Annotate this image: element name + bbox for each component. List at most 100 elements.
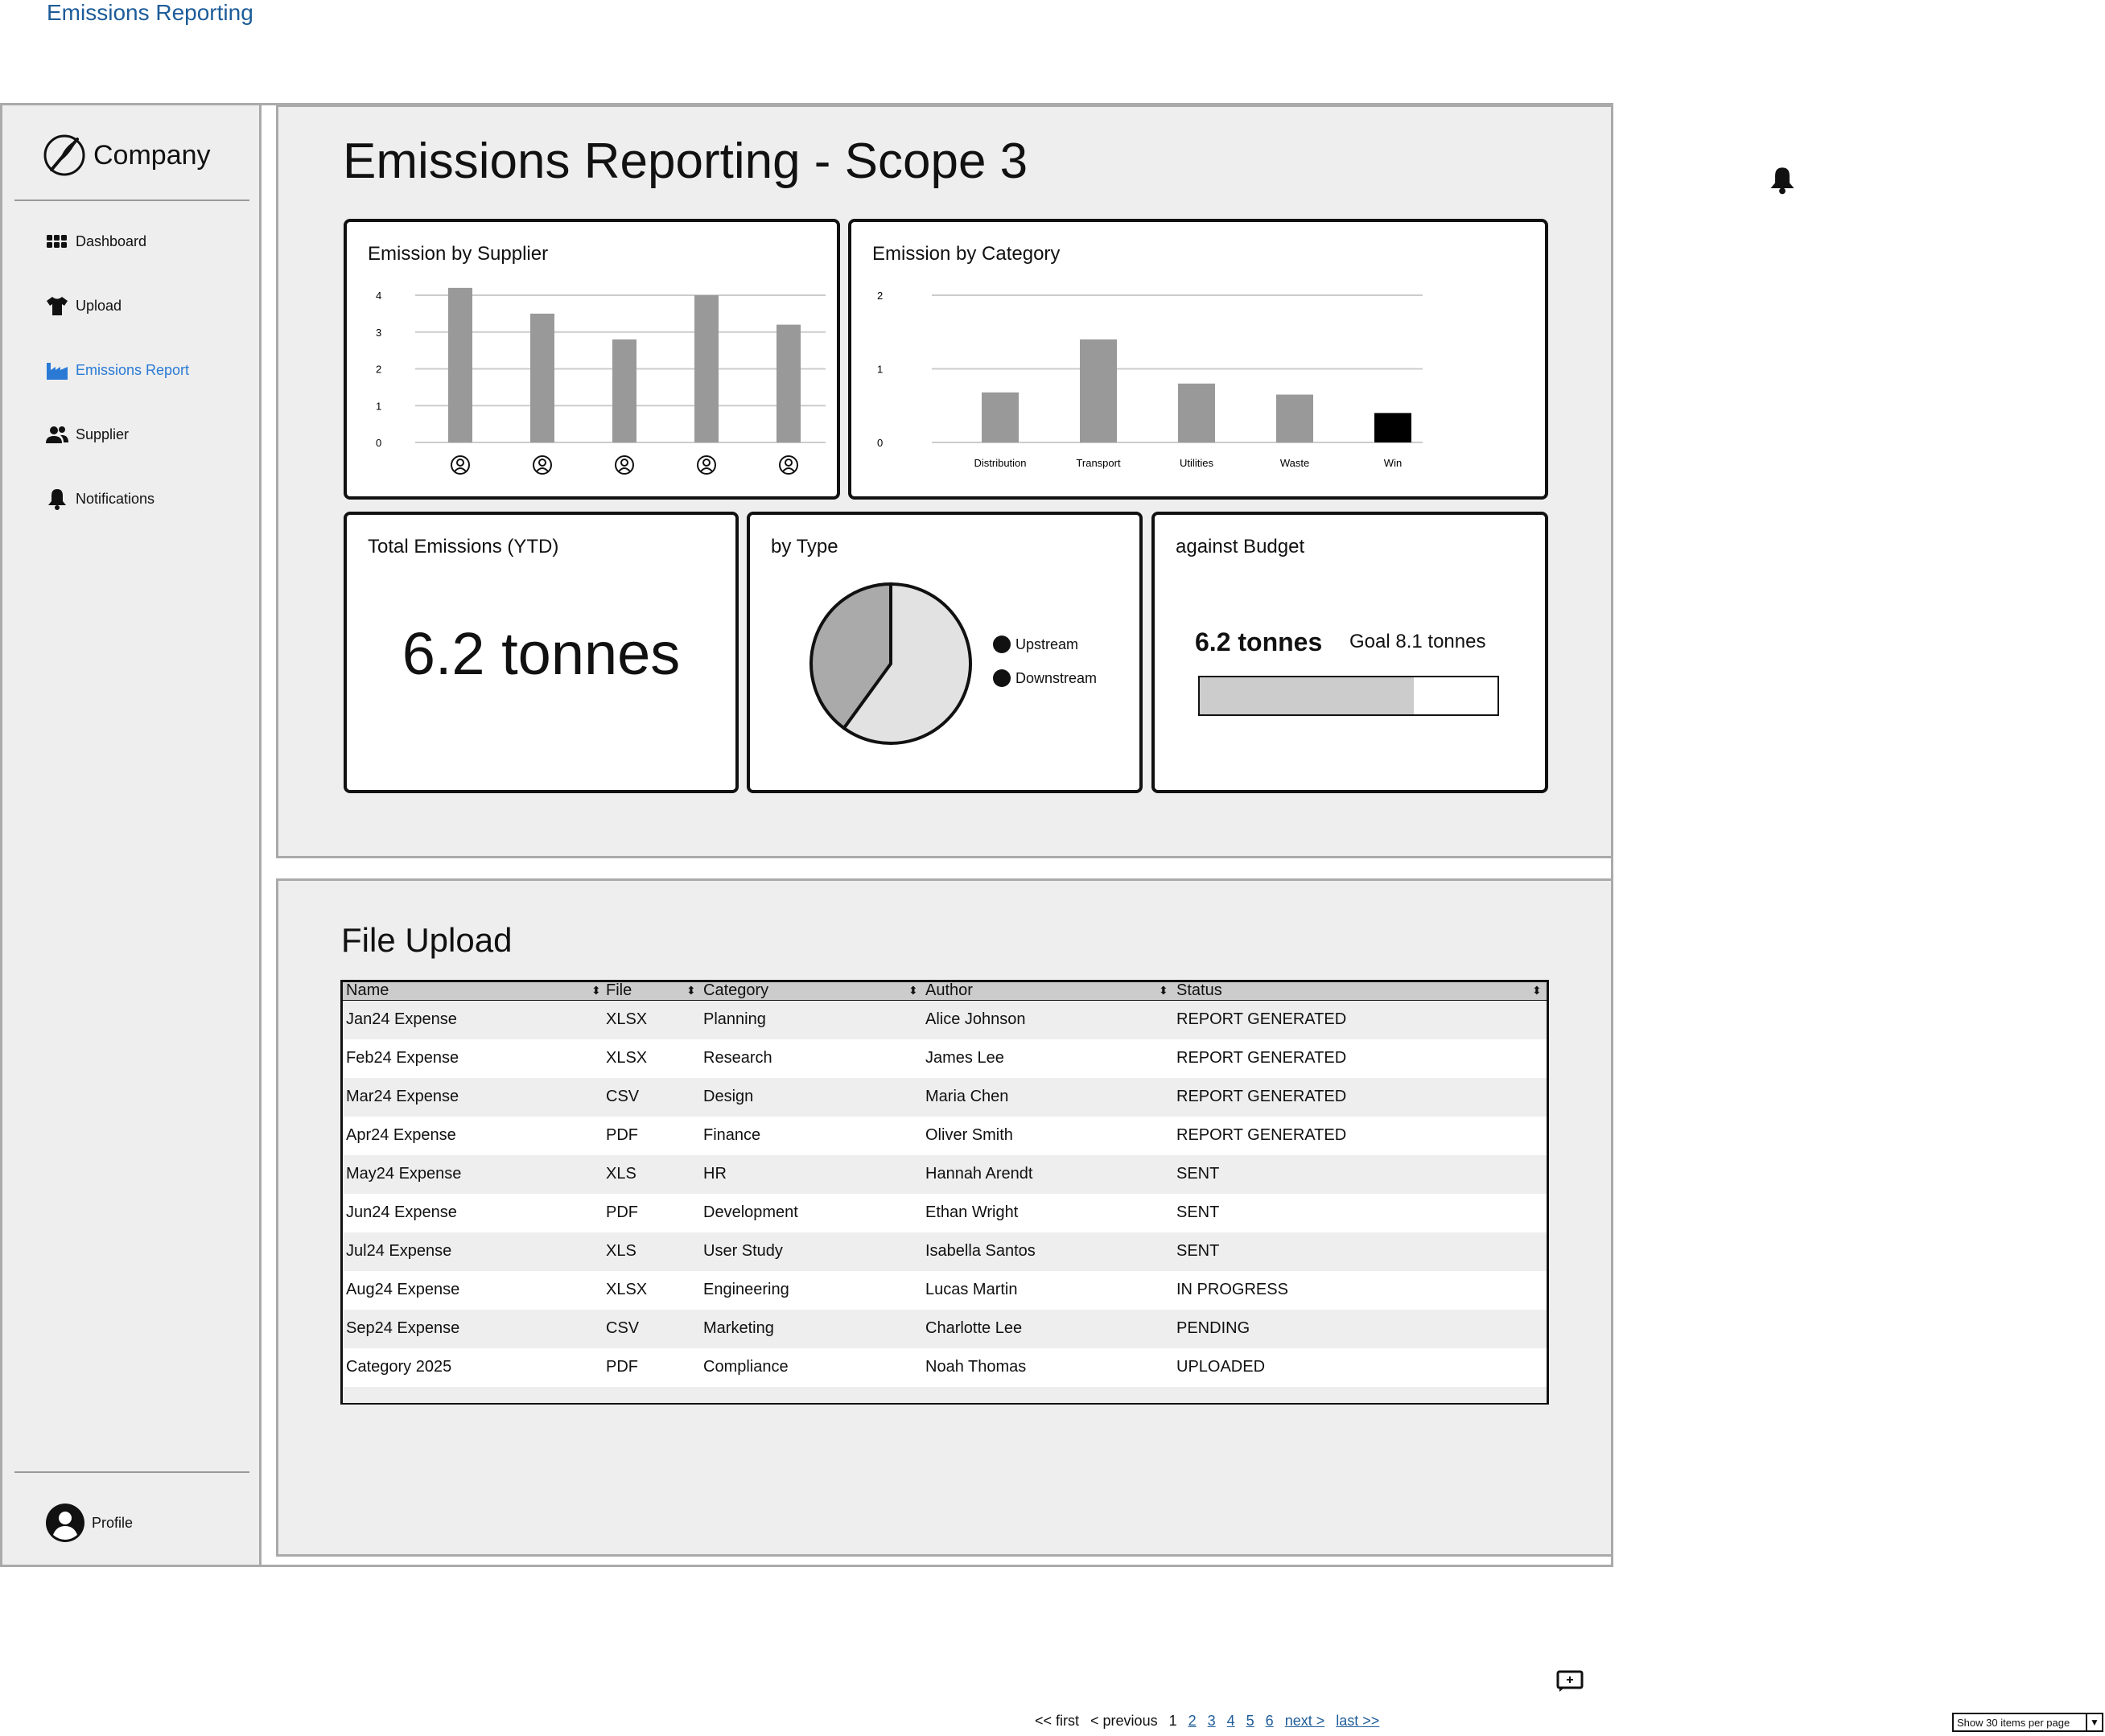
sidebar-item-dashboard[interactable]: Dashboard <box>45 229 146 253</box>
sort-icon[interactable]: ⬍ <box>591 984 601 997</box>
sidebar-item-label: Dashboard <box>76 232 147 249</box>
pager-page-2[interactable]: 2 <box>1188 1713 1197 1729</box>
cell-category: Marketing <box>703 1319 774 1337</box>
column-header-file[interactable]: File <box>606 981 632 999</box>
cell-name: Jan24 Expense <box>346 1010 457 1028</box>
add-comment-icon[interactable] <box>1556 1670 1584 1693</box>
bar <box>530 313 554 442</box>
cell-name: Jul24 Expense <box>346 1242 452 1260</box>
cell-name: May24 Expense <box>346 1165 462 1183</box>
user-icon <box>533 455 552 475</box>
pager-page-6[interactable]: 6 <box>1265 1713 1274 1729</box>
supplier-bar-chart: 0 1 2 3 4 <box>376 287 826 475</box>
page-title: Emissions Reporting - Scope 3 <box>343 134 1028 189</box>
cell-name: Feb24 Expense <box>346 1049 459 1067</box>
user-icon <box>697 455 716 475</box>
chevron-down-icon[interactable]: ▼ <box>2086 1714 2102 1730</box>
column-header-author[interactable]: Author <box>925 981 973 999</box>
notification-bell-icon[interactable] <box>1769 165 1796 195</box>
app-title-link[interactable]: Emissions Reporting <box>47 0 253 25</box>
table-header: Name ⬍ File ⬍ Category ⬍ Author ⬍ Status… <box>343 981 1547 1002</box>
cell-status: PENDING <box>1176 1319 1250 1337</box>
table-row[interactable]: Aug24 Expense XLSX Engineering Lucas Martin… <box>343 1271 1547 1310</box>
budget-goal: Goal 8.1 tonnes <box>1349 631 1486 652</box>
legend-downstream: Downstream <box>993 669 1097 687</box>
table-row[interactable]: Apr24 Expense PDF Finance Oliver Smith REPOR… <box>343 1117 1547 1155</box>
legend-dot-icon <box>993 636 1011 653</box>
cell-author: Ethan Wright <box>925 1203 1019 1221</box>
items-per-page-select[interactable]: Show 30 items per page ▼ <box>1952 1713 2103 1732</box>
category-chart-card: Emission by Category 0 1 2 Distribution Tran… <box>848 219 1548 500</box>
company-logo[interactable]: Company <box>42 133 211 178</box>
pager-previous[interactable]: < previous <box>1090 1713 1158 1729</box>
table-row[interactable]: May24 Expense XLS HR Hannah Arendt SENT <box>343 1155 1547 1194</box>
cell-status: REPORT GENERATED <box>1176 1010 1347 1028</box>
budget-card: against Budget 6.2 tonnes Goal 8.1 tonne… <box>1151 512 1548 793</box>
cell-author: Oliver Smith <box>925 1126 1013 1144</box>
cell-name: Apr24 Expense <box>346 1126 456 1144</box>
column-label: Name <box>346 981 389 999</box>
bar <box>612 339 636 442</box>
sidebar-item-notifications[interactable]: Notifications <box>45 487 154 511</box>
cell-status: REPORT GENERATED <box>1176 1126 1347 1144</box>
sort-icon[interactable]: ⬍ <box>686 984 696 997</box>
sidebar-item-emissions-report[interactable]: Emissions Report <box>45 358 189 382</box>
table-row[interactable]: Mar24 Expense CSV Design Maria Chen REPORT G… <box>343 1078 1547 1117</box>
bell-icon <box>48 489 66 510</box>
y-tick-label: 4 <box>376 290 381 302</box>
pager-page-3[interactable]: 3 <box>1207 1713 1216 1729</box>
table-row[interactable]: Sep24 Expense CSV Marketing Charlotte Lee PE… <box>343 1310 1547 1348</box>
pagination: << first < previous 1 2 3 4 5 6 next > l… <box>1035 1713 1379 1730</box>
supplier-chart-title: Emission by Supplier <box>368 243 549 265</box>
sort-icon[interactable]: ⬍ <box>908 984 918 997</box>
sidebar-item-label: Upload <box>76 297 122 314</box>
cell-category: Engineering <box>703 1281 789 1298</box>
sidebar-item-profile[interactable]: Profile <box>45 1503 133 1543</box>
table-row[interactable]: Jul24 Expense XLS User Study Isabella Santo… <box>343 1232 1547 1271</box>
sort-icon[interactable]: ⬍ <box>1159 984 1168 997</box>
sidebar-item-label: Notifications <box>76 490 155 507</box>
pager-first[interactable]: << first <box>1035 1713 1080 1729</box>
cell-category: Design <box>703 1088 754 1105</box>
table-row[interactable]: Jan24 Expense XLSX Planning Alice Johnson RE… <box>343 1001 1547 1039</box>
file-upload-table: Name ⬍ File ⬍ Category ⬍ Author ⬍ Status… <box>340 980 1549 1405</box>
category-bar-chart: 0 1 2 Distribution Transport Utilities Waste Wi… <box>877 290 1423 469</box>
pager-page-4[interactable]: 4 <box>1226 1713 1235 1729</box>
total-emissions-card: Total Emissions (YTD) 6.2 tonnes <box>344 512 739 793</box>
cell-file: PDF <box>606 1203 638 1221</box>
items-per-page-label: Show 30 items per page <box>1957 1716 2070 1729</box>
column-header-status[interactable]: Status <box>1176 981 1222 999</box>
user-icon <box>615 455 634 475</box>
avatar-icon <box>46 1504 84 1542</box>
cell-author: Lucas Martin <box>925 1281 1018 1298</box>
cell-category: User Study <box>703 1242 783 1260</box>
feather-logo-icon <box>43 134 85 176</box>
sidebar-item-upload[interactable]: Upload <box>45 294 122 318</box>
cell-file: XLS <box>606 1242 636 1260</box>
column-header-name[interactable]: Name <box>346 981 389 999</box>
table-row[interactable]: Feb24 Expense XLSX Research James Lee REPORT… <box>343 1039 1547 1078</box>
sidebar-item-supplier[interactable]: Supplier <box>45 422 129 446</box>
y-tick-label: 1 <box>877 364 883 376</box>
cell-author: Alice Johnson <box>925 1010 1026 1028</box>
legend-label: Upstream <box>1015 636 1079 652</box>
pager-next[interactable]: next > <box>1284 1713 1325 1729</box>
type-pie-card: by Type Upstream Downstream <box>747 512 1143 793</box>
table-row[interactable]: Category 2025 PDF Compliance Noah Thomas UPL… <box>343 1348 1547 1387</box>
cell-name: Mar24 Expense <box>346 1088 459 1105</box>
pager-page-5[interactable]: 5 <box>1246 1713 1254 1729</box>
budget-title: against Budget <box>1176 536 1305 557</box>
cell-author: Isabella Santos <box>925 1242 1036 1260</box>
sidebar-item-label: Supplier <box>76 426 130 442</box>
cell-author: Noah Thomas <box>925 1358 1027 1376</box>
cell-file: CSV <box>606 1319 640 1337</box>
cell-author: Hannah Arendt <box>925 1165 1033 1183</box>
column-header-category[interactable]: Category <box>703 981 768 999</box>
bar <box>777 324 801 442</box>
bar <box>982 392 1019 442</box>
cell-file: XLSX <box>606 1281 648 1298</box>
pager-last[interactable]: last >> <box>1336 1713 1380 1729</box>
sort-icon[interactable]: ⬍ <box>1532 984 1542 997</box>
table-row[interactable]: Jun24 Expense PDF Development Ethan Wright S… <box>343 1194 1547 1232</box>
factory-icon <box>47 363 68 380</box>
